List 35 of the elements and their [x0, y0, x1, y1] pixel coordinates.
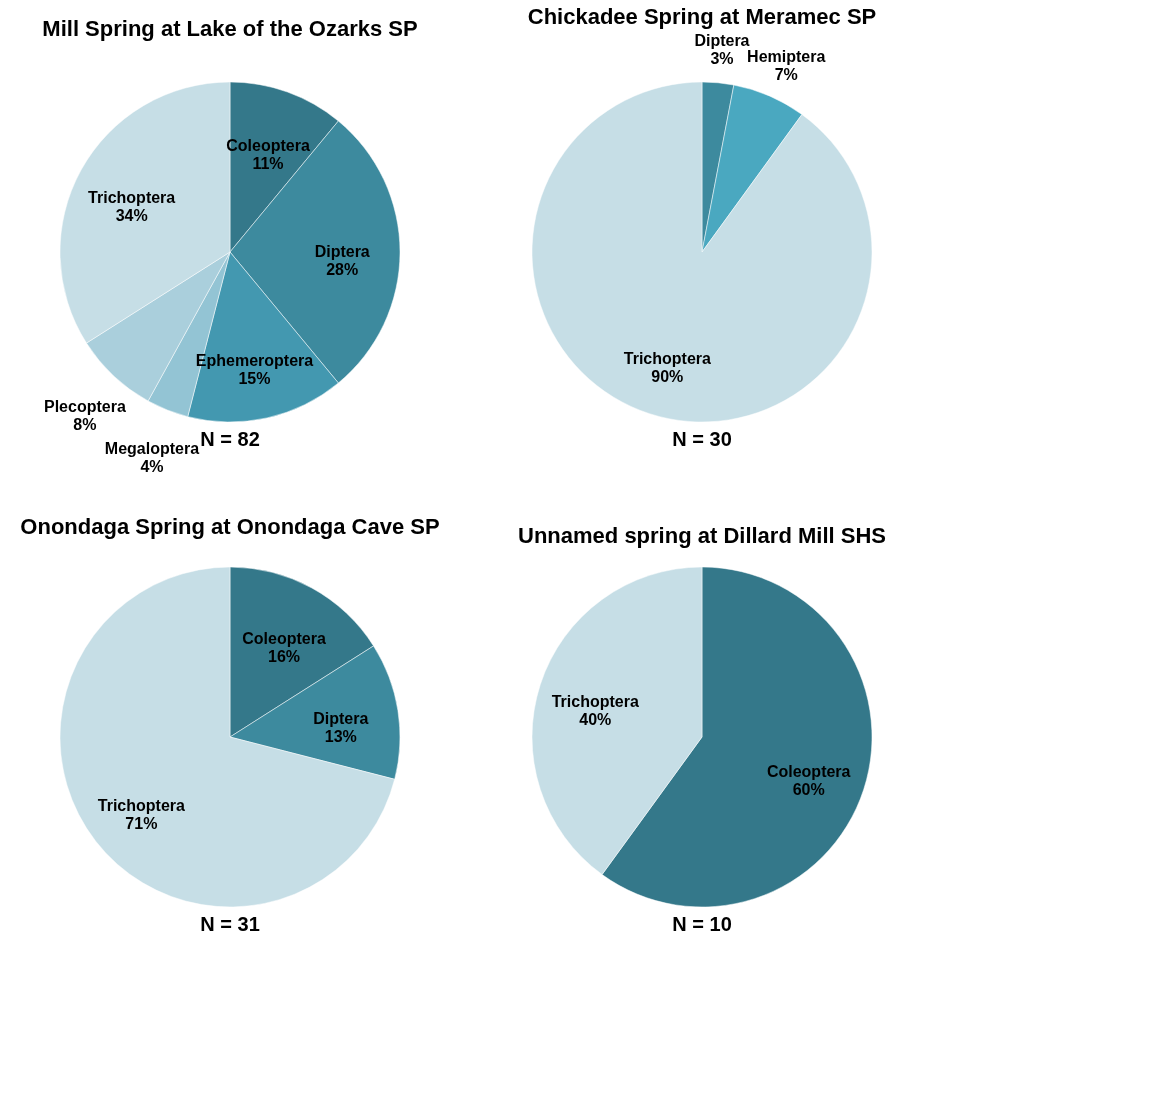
slice-label: Diptera [314, 243, 370, 260]
slice-label: Trichoptera [88, 188, 176, 206]
slice-label: Coleoptera [766, 762, 851, 780]
chart-title: Mill Spring at Lake of the Ozarks SP [42, 15, 418, 41]
slice-label: Megaloptera [104, 440, 200, 458]
text: N = 30 [672, 428, 732, 450]
data-label: 16% [268, 647, 301, 665]
slice-label: Trichoptera [97, 796, 186, 814]
slice-label: Diptera [694, 31, 750, 49]
text: N = 82 [200, 428, 260, 450]
slice-label: Trichoptera [551, 693, 639, 711]
pie-slice [531, 81, 873, 422]
slice-label: Diptera [313, 710, 369, 728]
chart-title: Onondaga Spring at Onondaga Cave SP [20, 514, 440, 540]
data-label: 71% [125, 814, 158, 832]
text: N = 31 [200, 913, 260, 935]
data-label: 90% [651, 367, 684, 385]
data-label: 28% [326, 261, 359, 278]
chart-title: Unnamed spring at Dillard Mill SHS [518, 523, 886, 548]
data-label: 7% [774, 66, 798, 84]
data-label: 11% [252, 155, 284, 173]
data-label: 34% [115, 206, 148, 224]
data-label: 3% [710, 49, 734, 67]
slice-label: Coleoptera [242, 629, 326, 647]
data-label: 40% [579, 711, 612, 729]
slice-label: Trichoptera [623, 349, 711, 367]
slice-label: Plecoptera [43, 397, 126, 415]
text: N = 10 [672, 913, 732, 935]
data-label: 4% [140, 458, 164, 476]
chart-title: Chickadee Spring at Meramec SP [527, 3, 877, 29]
data-label: 13% [324, 728, 357, 746]
data-label: 60% [792, 780, 825, 798]
slice-label: Hemiptera [747, 48, 826, 66]
data-label: 15% [238, 370, 271, 388]
data-label: 8% [73, 415, 97, 433]
